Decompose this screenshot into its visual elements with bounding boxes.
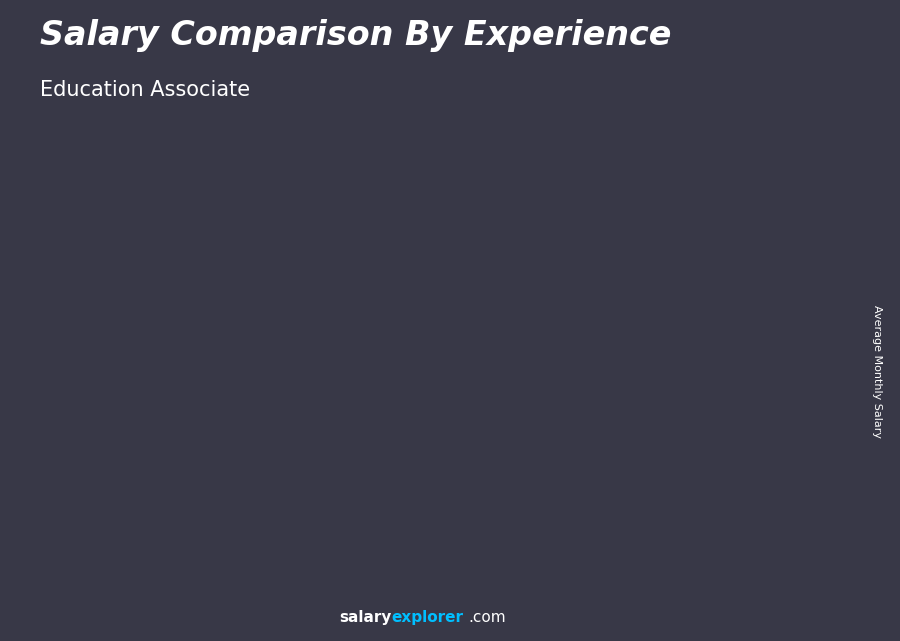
Text: +nan%: +nan% bbox=[130, 408, 196, 426]
Text: 0 XCD: 0 XCD bbox=[610, 258, 648, 271]
Text: 2 to 5: 2 to 5 bbox=[226, 589, 274, 604]
Text: Average Monthly Salary: Average Monthly Salary bbox=[872, 305, 883, 438]
Text: 0 XCD: 0 XCD bbox=[230, 449, 268, 462]
Text: 5 to 10: 5 to 10 bbox=[346, 589, 405, 604]
Text: +nan%: +nan% bbox=[257, 335, 322, 353]
Polygon shape bbox=[656, 279, 668, 570]
Text: 0 XCD: 0 XCD bbox=[357, 376, 395, 388]
Bar bbox=[740, 26, 790, 99]
Polygon shape bbox=[338, 410, 403, 570]
Polygon shape bbox=[590, 279, 668, 292]
Text: 15 to 20: 15 to 20 bbox=[595, 589, 663, 604]
Text: 0 XCD: 0 XCD bbox=[104, 485, 142, 498]
Polygon shape bbox=[529, 338, 541, 570]
Polygon shape bbox=[85, 506, 161, 519]
Text: 10 to 15: 10 to 15 bbox=[468, 589, 536, 604]
Polygon shape bbox=[276, 470, 288, 570]
Text: explorer: explorer bbox=[392, 610, 464, 625]
Text: Education Associate: Education Associate bbox=[40, 80, 250, 100]
Polygon shape bbox=[403, 397, 415, 570]
Text: 20+ Years: 20+ Years bbox=[714, 589, 796, 604]
Polygon shape bbox=[783, 221, 794, 570]
Polygon shape bbox=[338, 397, 415, 410]
Polygon shape bbox=[464, 351, 529, 570]
Polygon shape bbox=[150, 506, 161, 570]
Polygon shape bbox=[211, 470, 288, 483]
Text: .com: .com bbox=[468, 610, 506, 625]
Text: salary: salary bbox=[339, 610, 392, 625]
Polygon shape bbox=[590, 292, 656, 570]
Polygon shape bbox=[716, 233, 783, 570]
Text: +nan%: +nan% bbox=[637, 159, 702, 177]
Polygon shape bbox=[758, 42, 772, 83]
Polygon shape bbox=[716, 221, 794, 233]
Text: 0 XCD: 0 XCD bbox=[736, 199, 775, 213]
Polygon shape bbox=[772, 42, 788, 83]
Text: 0 XCD: 0 XCD bbox=[483, 317, 521, 330]
Polygon shape bbox=[464, 338, 541, 351]
Polygon shape bbox=[742, 42, 758, 83]
Polygon shape bbox=[85, 519, 150, 570]
Text: +nan%: +nan% bbox=[510, 217, 575, 235]
Polygon shape bbox=[211, 483, 276, 570]
Text: +nan%: +nan% bbox=[383, 276, 449, 294]
Bar bbox=[716, 26, 740, 99]
Text: < 2 Years: < 2 Years bbox=[84, 589, 162, 604]
Bar bbox=[790, 26, 815, 99]
Text: Salary Comparison By Experience: Salary Comparison By Experience bbox=[40, 19, 672, 52]
